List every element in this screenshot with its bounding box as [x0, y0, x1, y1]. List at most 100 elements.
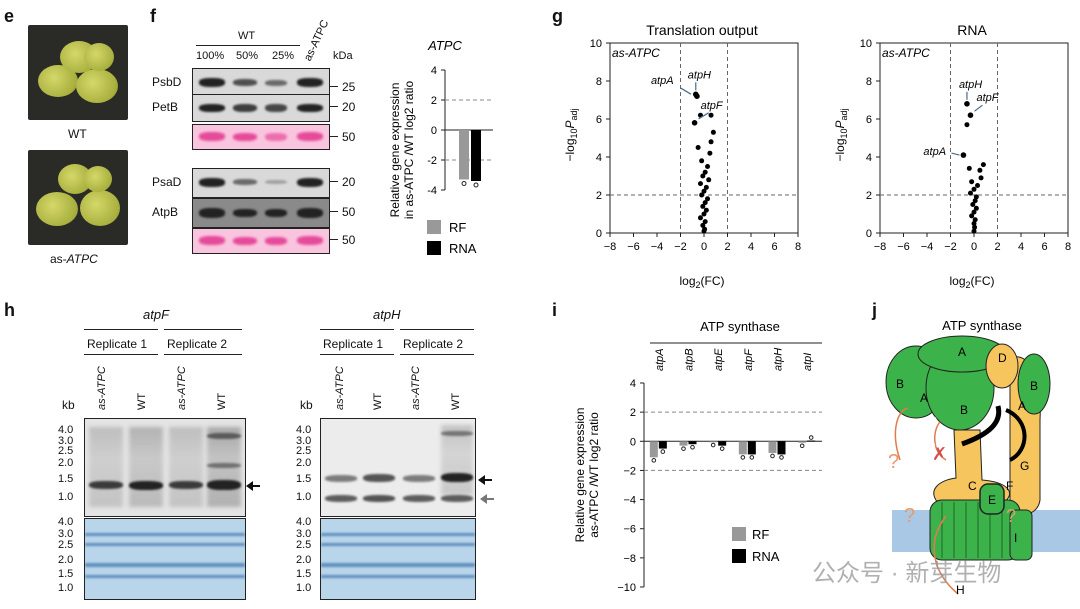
question-mark-1: ? — [888, 451, 899, 473]
highlight-point-atpH — [964, 101, 970, 107]
panel-letter-g: g — [552, 6, 563, 26]
atpf-arrow-icon — [248, 485, 260, 487]
y-tick-label: 6 — [866, 114, 872, 126]
blot-psbd — [192, 68, 330, 98]
bar-atpB-rna — [688, 441, 697, 445]
subunit-i — [1009, 509, 1033, 561]
highlight-point-atpA — [694, 93, 700, 99]
label-B-left: B — [896, 377, 904, 391]
volcano-translation-output: Translation output −log10Padj log2(FC) a… — [563, 22, 801, 290]
row-label-atpb: AtpB — [152, 205, 179, 219]
atpf-coomassie — [84, 518, 246, 600]
atpc-bar-chart: ATPC Relative gene expression in as-ATPC… — [388, 38, 493, 256]
gene-label-atpf: atpF — [143, 307, 170, 322]
legend-rna-label: RNA — [449, 241, 477, 256]
replicate-point — [799, 443, 805, 449]
kb-tick-label: 3.0 — [58, 435, 74, 447]
kb-tick-label: 2.0 — [58, 554, 74, 566]
replicate-point — [710, 442, 716, 448]
wt-group-label: WT — [238, 30, 256, 42]
bar-atpH-rf — [768, 441, 777, 453]
data-point — [969, 213, 975, 219]
flow-arrow-orange-1 — [894, 407, 909, 461]
data-point — [964, 122, 970, 128]
volcano-left-ylabel: −log10Padj — [563, 108, 579, 161]
replicate-point — [770, 453, 775, 459]
kb-tick-label: 2.0 — [296, 457, 312, 469]
atph-lane-3: as-ATPC — [410, 366, 422, 410]
label-F: F — [1006, 479, 1013, 493]
panel-letter-h: h — [4, 300, 15, 320]
lane-label-as-atpc: as-ATPC — [302, 18, 332, 64]
replicate-point — [719, 446, 725, 451]
data-point — [701, 211, 707, 217]
lane-label-50: 50% — [236, 50, 259, 62]
y-tick-label: 10 — [590, 38, 602, 50]
bar-atpE-rna — [718, 441, 727, 446]
kda-ponceau-1: 50 — [342, 130, 356, 144]
highlight-point-atpF — [691, 120, 698, 126]
atph-arrow-icon — [480, 479, 492, 481]
diagram-title: ATP synthase — [942, 318, 1022, 333]
x-tick-label: −8 — [874, 241, 887, 253]
legend-rf-swatch — [427, 220, 441, 234]
replicate-point — [749, 455, 755, 460]
atph-coomassie — [320, 518, 476, 600]
data-point — [977, 167, 983, 173]
data-point — [699, 192, 705, 198]
row-label-psbd: PsbD — [152, 75, 182, 89]
atp-synthase-bar-chart: ATP synthase Relative gene expression as… — [573, 319, 822, 594]
x-tick-label: 2 — [994, 241, 1000, 253]
row-label-petb: PetB — [152, 100, 179, 114]
atp-synthase-diagram: ATP synthase ? ? ? ✗ A B A B D B A G C F… — [885, 318, 1080, 597]
y-tick-label: 0 — [596, 228, 602, 240]
gene-label-atph: atpH — [373, 307, 401, 322]
subunit-d — [985, 343, 1019, 389]
i-legend-rna-swatch — [732, 549, 746, 563]
data-point — [966, 165, 972, 171]
flow-arrow-orange-2 — [934, 421, 947, 461]
category-label-atpH: atpH — [773, 348, 785, 371]
panel-letter-j: j — [872, 300, 878, 320]
data-point — [707, 150, 713, 156]
bar-atpI-rf — [798, 441, 807, 443]
i-legend-rf-swatch — [732, 527, 746, 541]
kda-atpb: 50 — [342, 205, 356, 219]
legend-rna-swatch — [427, 241, 441, 255]
atpf-lane-4: WT — [216, 392, 228, 410]
replicate-point — [779, 455, 784, 460]
atph-arrow-grey-icon — [482, 498, 494, 500]
subunit-e — [979, 483, 1005, 515]
atpf-replicate-1: Replicate 1 — [87, 337, 148, 351]
data-point — [702, 219, 708, 225]
watermark: 公众号 · 新芽生物 — [812, 560, 1002, 587]
point-label-atpH: atpH — [959, 79, 982, 91]
panel-letter-f: f — [150, 6, 156, 26]
kb-tick-label: 4.0 — [296, 516, 312, 528]
y-tick-label: 2 — [431, 95, 437, 107]
x-tick-label: 2 — [724, 241, 730, 253]
panel-letter-i: i — [552, 300, 558, 320]
as-atpc-plant-photo — [28, 150, 128, 245]
bar-atpI-rna — [807, 440, 816, 442]
atph-northern-blot — [320, 418, 476, 517]
data-point — [697, 215, 703, 221]
point-label-atpF: atpF — [976, 92, 999, 104]
x-tick-label: 4 — [748, 241, 754, 253]
point-label-atpA: atpA — [651, 75, 674, 87]
bar-atpF-rf — [738, 441, 747, 455]
wt-group-bracket — [196, 45, 300, 46]
atpc-ylabel-1: Relative gene expression — [388, 83, 402, 218]
label-arrow — [974, 104, 983, 112]
x-tick-label: −2 — [944, 241, 957, 253]
kb-tick-label: 4.0 — [58, 516, 74, 528]
data-point — [967, 190, 973, 196]
data-point — [971, 221, 977, 226]
data-point — [972, 198, 978, 204]
bar-atpA-rna — [658, 441, 667, 449]
kb-tick-label: 4.0 — [58, 424, 74, 436]
x-tick-label: −6 — [627, 241, 640, 253]
y-tick-label: 10 — [860, 38, 872, 50]
point-label-atpA: atpA — [923, 146, 946, 158]
atph-lane-2: WT — [372, 392, 384, 410]
